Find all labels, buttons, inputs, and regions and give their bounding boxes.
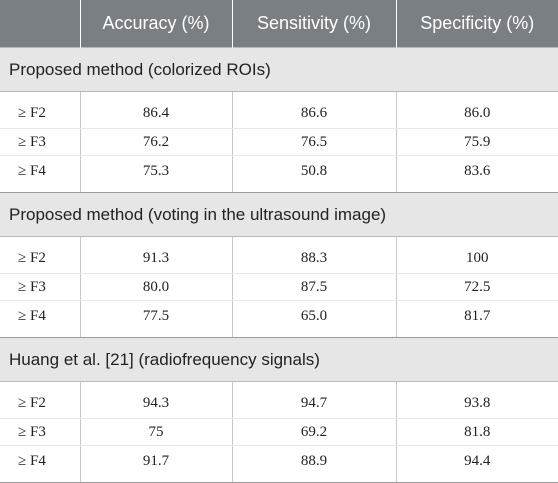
row-label: ≥ F3 — [0, 128, 80, 156]
accuracy-cell: 77.5 — [79, 300, 232, 338]
specificity-cell: 72.5 — [395, 273, 558, 301]
section-row: Proposed method (voting in the ultrasoun… — [0, 192, 558, 237]
row-label: ≥ F3 — [0, 418, 80, 446]
accuracy-cell: 76.2 — [79, 128, 232, 156]
specificity-cell: 94.4 — [395, 445, 558, 483]
section-row: Proposed method (colorized ROIs) — [0, 47, 558, 92]
accuracy-cell: 75.3 — [79, 155, 232, 193]
table-row: ≥ F3 80.0 87.5 72.5 — [0, 273, 558, 301]
header-accuracy: Accuracy (%) — [80, 0, 233, 48]
header-blank — [0, 0, 81, 48]
sensitivity-cell: 87.5 — [231, 273, 396, 301]
table-row: ≥ F2 94.3 94.7 93.8 — [0, 381, 558, 419]
row-label: ≥ F4 — [0, 155, 80, 193]
table-row: ≥ F3 75 69.2 81.8 — [0, 418, 558, 446]
table-row: ≥ F3 76.2 76.5 75.9 — [0, 128, 558, 156]
sensitivity-cell: 50.8 — [231, 155, 396, 193]
specificity-cell: 81.7 — [395, 300, 558, 338]
accuracy-cell: 80.0 — [79, 273, 232, 301]
accuracy-cell: 91.3 — [79, 236, 232, 274]
table-row: ≥ F4 77.5 65.0 81.7 — [0, 300, 558, 338]
row-label: ≥ F4 — [0, 445, 80, 483]
specificity-cell: 86.0 — [395, 91, 558, 129]
row-label: ≥ F2 — [0, 381, 80, 419]
sensitivity-cell: 94.7 — [231, 381, 396, 419]
header-sensitivity: Sensitivity (%) — [232, 0, 397, 48]
row-label: ≥ F2 — [0, 91, 80, 129]
specificity-cell: 93.8 — [395, 381, 558, 419]
accuracy-cell: 75 — [79, 418, 232, 446]
header-row: Accuracy (%) Sensitivity (%) Specificity… — [0, 0, 558, 48]
sensitivity-cell: 69.2 — [231, 418, 396, 446]
table-row: ≥ F2 91.3 88.3 100 — [0, 236, 558, 274]
accuracy-cell: 91.7 — [79, 445, 232, 483]
table-row: ≥ F4 75.3 50.8 83.6 — [0, 155, 558, 193]
sensitivity-cell: 88.9 — [231, 445, 396, 483]
sensitivity-cell: 88.3 — [231, 236, 396, 274]
table-row: ≥ F4 91.7 88.9 94.4 — [0, 445, 558, 483]
section-title: Proposed method (colorized ROIs) — [0, 47, 558, 92]
header-specificity: Specificity (%) — [396, 0, 558, 48]
specificity-cell: 83.6 — [395, 155, 558, 193]
row-label: ≥ F3 — [0, 273, 80, 301]
row-label: ≥ F2 — [0, 236, 80, 274]
specificity-cell: 81.8 — [395, 418, 558, 446]
specificity-cell: 75.9 — [395, 128, 558, 156]
sensitivity-cell: 86.6 — [231, 91, 396, 129]
specificity-cell: 100 — [395, 236, 558, 274]
section-title: Proposed method (voting in the ultrasoun… — [0, 192, 558, 237]
accuracy-cell: 86.4 — [79, 91, 232, 129]
accuracy-cell: 94.3 — [79, 381, 232, 419]
sensitivity-cell: 65.0 — [231, 300, 396, 338]
sensitivity-cell: 76.5 — [231, 128, 396, 156]
table-row: ≥ F2 86.4 86.6 86.0 — [0, 91, 558, 129]
row-label: ≥ F4 — [0, 300, 80, 338]
section-row: Huang et al. [21] (radiofrequency signal… — [0, 337, 558, 382]
section-title: Huang et al. [21] (radiofrequency signal… — [0, 337, 558, 382]
